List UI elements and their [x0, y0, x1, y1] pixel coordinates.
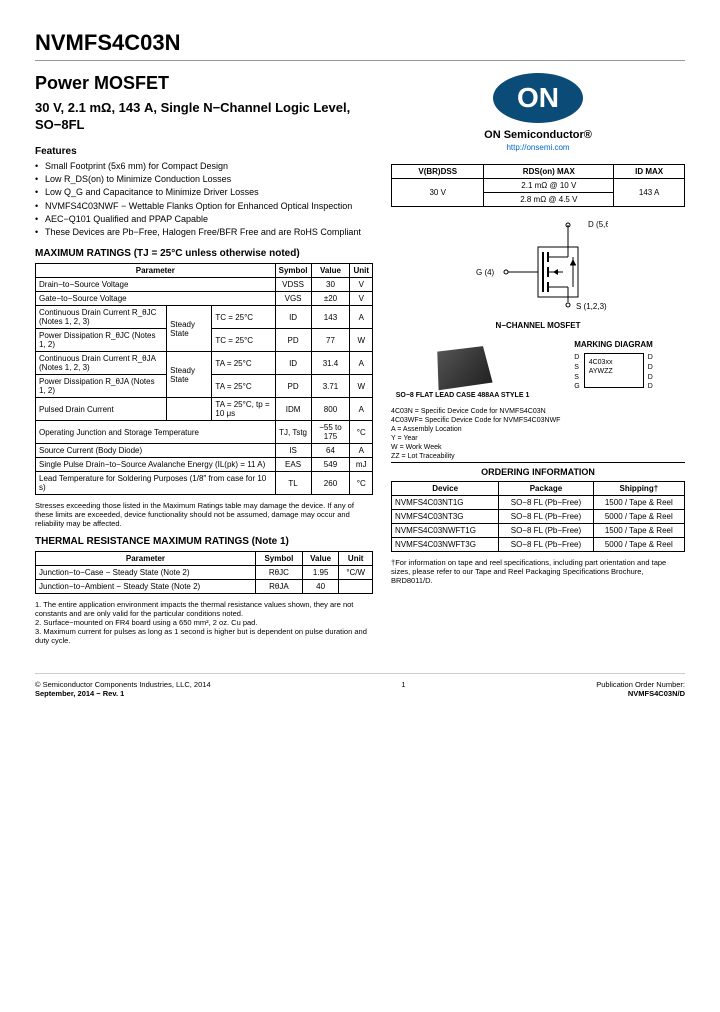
marking-heading: MARKING DIAGRAM — [542, 340, 685, 349]
max-ratings-heading: MAXIMUM RATINGS (TJ = 25°C unless otherw… — [35, 248, 373, 259]
brand-name: ON Semiconductor® — [391, 129, 685, 141]
features-list: Small Footprint (5x6 mm) for Compact Des… — [35, 161, 373, 239]
ordering-note: †For information on tape and reel specif… — [391, 558, 685, 585]
part-number: NVMFS4C03N — [35, 30, 685, 56]
spec-table: V(BR)DSSRDS(on) MAXID MAX 30 V2.1 mΩ @ 1… — [391, 164, 685, 207]
footer: © Semiconductor Components Industries, L… — [35, 673, 685, 698]
thermal-notes: 1. The entire application environment im… — [35, 600, 373, 645]
marking-box: 4C03xxAYWZZ — [584, 353, 644, 388]
max-ratings-note: Stresses exceeding those listed in the M… — [35, 501, 373, 528]
package-image: SO−8 FLAT LEAD CASE 488AA STYLE 1 — [391, 340, 534, 399]
svg-text:G (4): G (4) — [476, 268, 495, 277]
max-ratings-table: ParameterSymbolValueUnitDrain−to−Source … — [35, 263, 373, 495]
on-logo: ON — [493, 73, 583, 123]
marking-notes: 4C03N = Specific Device Code for NVMFS4C… — [391, 407, 685, 462]
divider — [35, 60, 685, 61]
brand-url[interactable]: http://onsemi.com — [391, 143, 685, 152]
ordering-heading: ORDERING INFORMATION — [391, 462, 685, 477]
mosfet-diagram: D (5,6,7,8) S (1,2,3) G (4) N−CHANNEL MO… — [391, 217, 685, 330]
mosfet-label: N−CHANNEL MOSFET — [391, 321, 685, 330]
ordering-table: DevicePackageShipping†NVMFS4C03NT1GSO−8 … — [391, 481, 685, 552]
features-heading: Features — [35, 146, 373, 157]
svg-text:S (1,2,3): S (1,2,3) — [576, 302, 607, 311]
subtitle: 30 V, 2.1 mΩ, 143 A, Single N−Channel Lo… — [35, 100, 373, 134]
thermal-heading: THERMAL RESISTANCE MAXIMUM RATINGS (Note… — [35, 536, 373, 547]
svg-text:D (5,6,7,8): D (5,6,7,8) — [588, 220, 608, 229]
thermal-table: ParameterSymbolValueUnitJunction−to−Case… — [35, 551, 373, 594]
title: Power MOSFET — [35, 73, 373, 94]
